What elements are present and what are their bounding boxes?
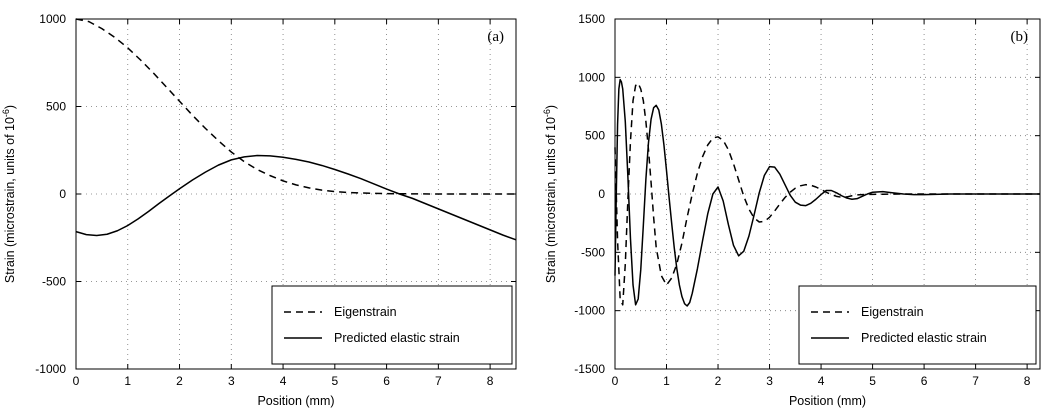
y-axis-label-text: Strain (microstrain, units of 10 <box>544 117 558 283</box>
chart-panel-b: 0 1 2 3 4 5 6 7 8 -1500 -1000 -500 0 500 1000 1500 Posit… <box>542 12 1041 408</box>
x-tick-label: 0 <box>612 374 619 388</box>
panel-label: (a) <box>487 29 504 45</box>
y-tick-label: 0 <box>598 187 605 201</box>
x-tick-label: 0 <box>73 374 80 388</box>
y-axis-label-close: ) <box>3 105 17 109</box>
y-axis-label-exponent: -6 <box>542 109 552 117</box>
legend: Eigenstrain Predicted elastic strain <box>798 285 1037 365</box>
legend-entry: Eigenstrain <box>861 305 924 319</box>
x-tick-label: 8 <box>1024 374 1031 388</box>
x-tick-label: 4 <box>818 374 825 388</box>
y-tick-label: -1000 <box>574 304 605 318</box>
elastic-strain-line <box>75 154 517 241</box>
y-tick-label: -1500 <box>574 362 605 376</box>
x-tick-label: 2 <box>715 374 722 388</box>
legend: Eigenstrain Predicted elastic strain <box>271 285 513 365</box>
y-tick-label: 1000 <box>578 70 605 84</box>
y-axis-label: Strain (microstrain, units of 10-6) <box>1 105 17 283</box>
x-tick-label: 2 <box>176 374 183 388</box>
elastic-strain-line <box>614 78 1040 307</box>
x-tick-label: 5 <box>331 374 338 388</box>
legend-entry: Eigenstrain <box>334 305 397 319</box>
y-tick-label: -1000 <box>35 362 66 376</box>
y-tick-label: 0 <box>59 187 66 201</box>
legend-entry: Predicted elastic strain <box>334 331 460 345</box>
y-tick-label: -500 <box>581 245 605 259</box>
legend-box <box>798 285 1037 365</box>
y-tick-label: 500 <box>46 100 66 114</box>
x-tick-label: 1 <box>663 374 670 388</box>
x-tick-label: 1 <box>124 374 131 388</box>
x-tick-label: 4 <box>280 374 287 388</box>
y-axis-label-close: ) <box>544 105 558 109</box>
legend-entry: Predicted elastic strain <box>861 331 987 345</box>
x-axis-label: Position (mm) <box>789 394 866 408</box>
panel-label: (b) <box>1011 29 1029 45</box>
x-tick-label: 3 <box>228 374 235 388</box>
x-tick-label: 7 <box>435 374 442 388</box>
eigenstrain-line <box>75 18 516 195</box>
y-tick-label: 500 <box>585 129 605 143</box>
x-tick-label: 6 <box>921 374 928 388</box>
x-axis-label: Position (mm) <box>257 394 334 408</box>
y-tick-label: 1500 <box>578 12 605 26</box>
x-tick-label: 7 <box>972 374 979 388</box>
y-tick-label: -500 <box>42 275 66 289</box>
x-tick-label: 8 <box>487 374 494 388</box>
x-tick-label: 5 <box>869 374 876 388</box>
x-tick-label: 6 <box>383 374 390 388</box>
chart-panel-a: 0 1 2 3 4 5 6 7 8 -1000 -500 0 500 1000 Position (mm) S… <box>1 12 517 408</box>
y-axis-label-exponent: -6 <box>1 109 11 117</box>
legend-box <box>271 285 513 365</box>
y-axis-label-text: Strain (microstrain, units of 10 <box>3 117 17 283</box>
y-axis-label: Strain (microstrain, units of 10-6) <box>542 105 558 283</box>
x-tick-label: 3 <box>766 374 773 388</box>
y-tick-label: 1000 <box>39 12 66 26</box>
eigenstrain-line <box>614 82 1040 306</box>
